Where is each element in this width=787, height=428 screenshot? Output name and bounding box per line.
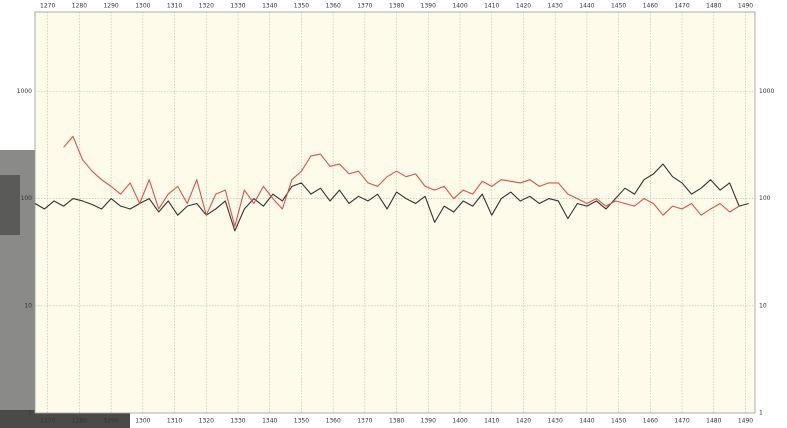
x-tick-label: 1460	[643, 3, 658, 10]
x-tick-label: 1480	[706, 3, 721, 10]
photo-backdrop	[0, 175, 20, 235]
x-tick-label: 1320	[199, 3, 214, 10]
x-tick-label: 1330	[230, 3, 245, 10]
x-tick-label: 1400	[452, 418, 467, 425]
x-tick-label: 1300	[135, 3, 150, 10]
x-tick-label: 1280	[72, 418, 87, 425]
x-tick-label: 1440	[579, 418, 594, 425]
x-tick-label: 1480	[706, 418, 721, 425]
x-tick-label: 1430	[548, 3, 563, 10]
y-tick-label: 10	[24, 302, 32, 309]
x-tick-label: 1290	[103, 3, 118, 10]
x-tick-label: 1380	[389, 3, 404, 10]
y-tick-label: 1000	[759, 88, 774, 95]
x-tick-label: 1410	[484, 3, 499, 10]
x-tick-label: 1340	[262, 418, 277, 425]
x-tick-label: 1460	[643, 418, 658, 425]
x-tick-label: 1430	[548, 418, 563, 425]
x-tick-label: 1370	[357, 3, 372, 10]
x-tick-label: 1490	[738, 418, 753, 425]
x-tick-label: 1270	[40, 418, 55, 425]
x-tick-label: 1450	[611, 3, 626, 10]
y-tick-label: 100	[759, 195, 771, 202]
y-tick-label: 100	[21, 195, 33, 202]
x-tick-label: 1360	[326, 3, 341, 10]
x-tick-label: 1440	[579, 3, 594, 10]
x-tick-label: 1340	[262, 3, 277, 10]
x-tick-label: 1370	[357, 418, 372, 425]
y-tick-label: 1000	[17, 88, 32, 95]
x-tick-label: 1400	[452, 3, 467, 10]
x-tick-label: 1470	[674, 3, 689, 10]
x-tick-label: 1470	[674, 418, 689, 425]
x-tick-label: 1490	[738, 3, 753, 10]
x-tick-label: 1360	[326, 418, 341, 425]
x-tick-label: 1350	[294, 418, 309, 425]
y-tick-label: 1	[28, 410, 32, 417]
x-tick-label: 1350	[294, 3, 309, 10]
x-tick-label: 1410	[484, 418, 499, 425]
x-tick-label: 1420	[516, 3, 531, 10]
x-tick-label: 1300	[135, 418, 150, 425]
x-tick-label: 1310	[167, 3, 182, 10]
x-tick-label: 1420	[516, 418, 531, 425]
x-tick-label: 1450	[611, 418, 626, 425]
x-tick-label: 1330	[230, 418, 245, 425]
x-tick-label: 1270	[40, 3, 55, 10]
x-tick-label: 1390	[421, 418, 436, 425]
chart: 1270 1270 1280 1280 1290 1290 1300 1300 1310 1310…	[0, 0, 787, 428]
x-tick-label: 1280	[72, 3, 87, 10]
y-tick-label: 1	[759, 410, 763, 417]
x-tick-label: 1290	[103, 418, 118, 425]
x-tick-label: 1390	[421, 3, 436, 10]
y-tick-label: 10	[759, 302, 767, 309]
x-tick-label: 1320	[199, 418, 214, 425]
x-tick-label: 1310	[167, 418, 182, 425]
x-tick-label: 1380	[389, 418, 404, 425]
